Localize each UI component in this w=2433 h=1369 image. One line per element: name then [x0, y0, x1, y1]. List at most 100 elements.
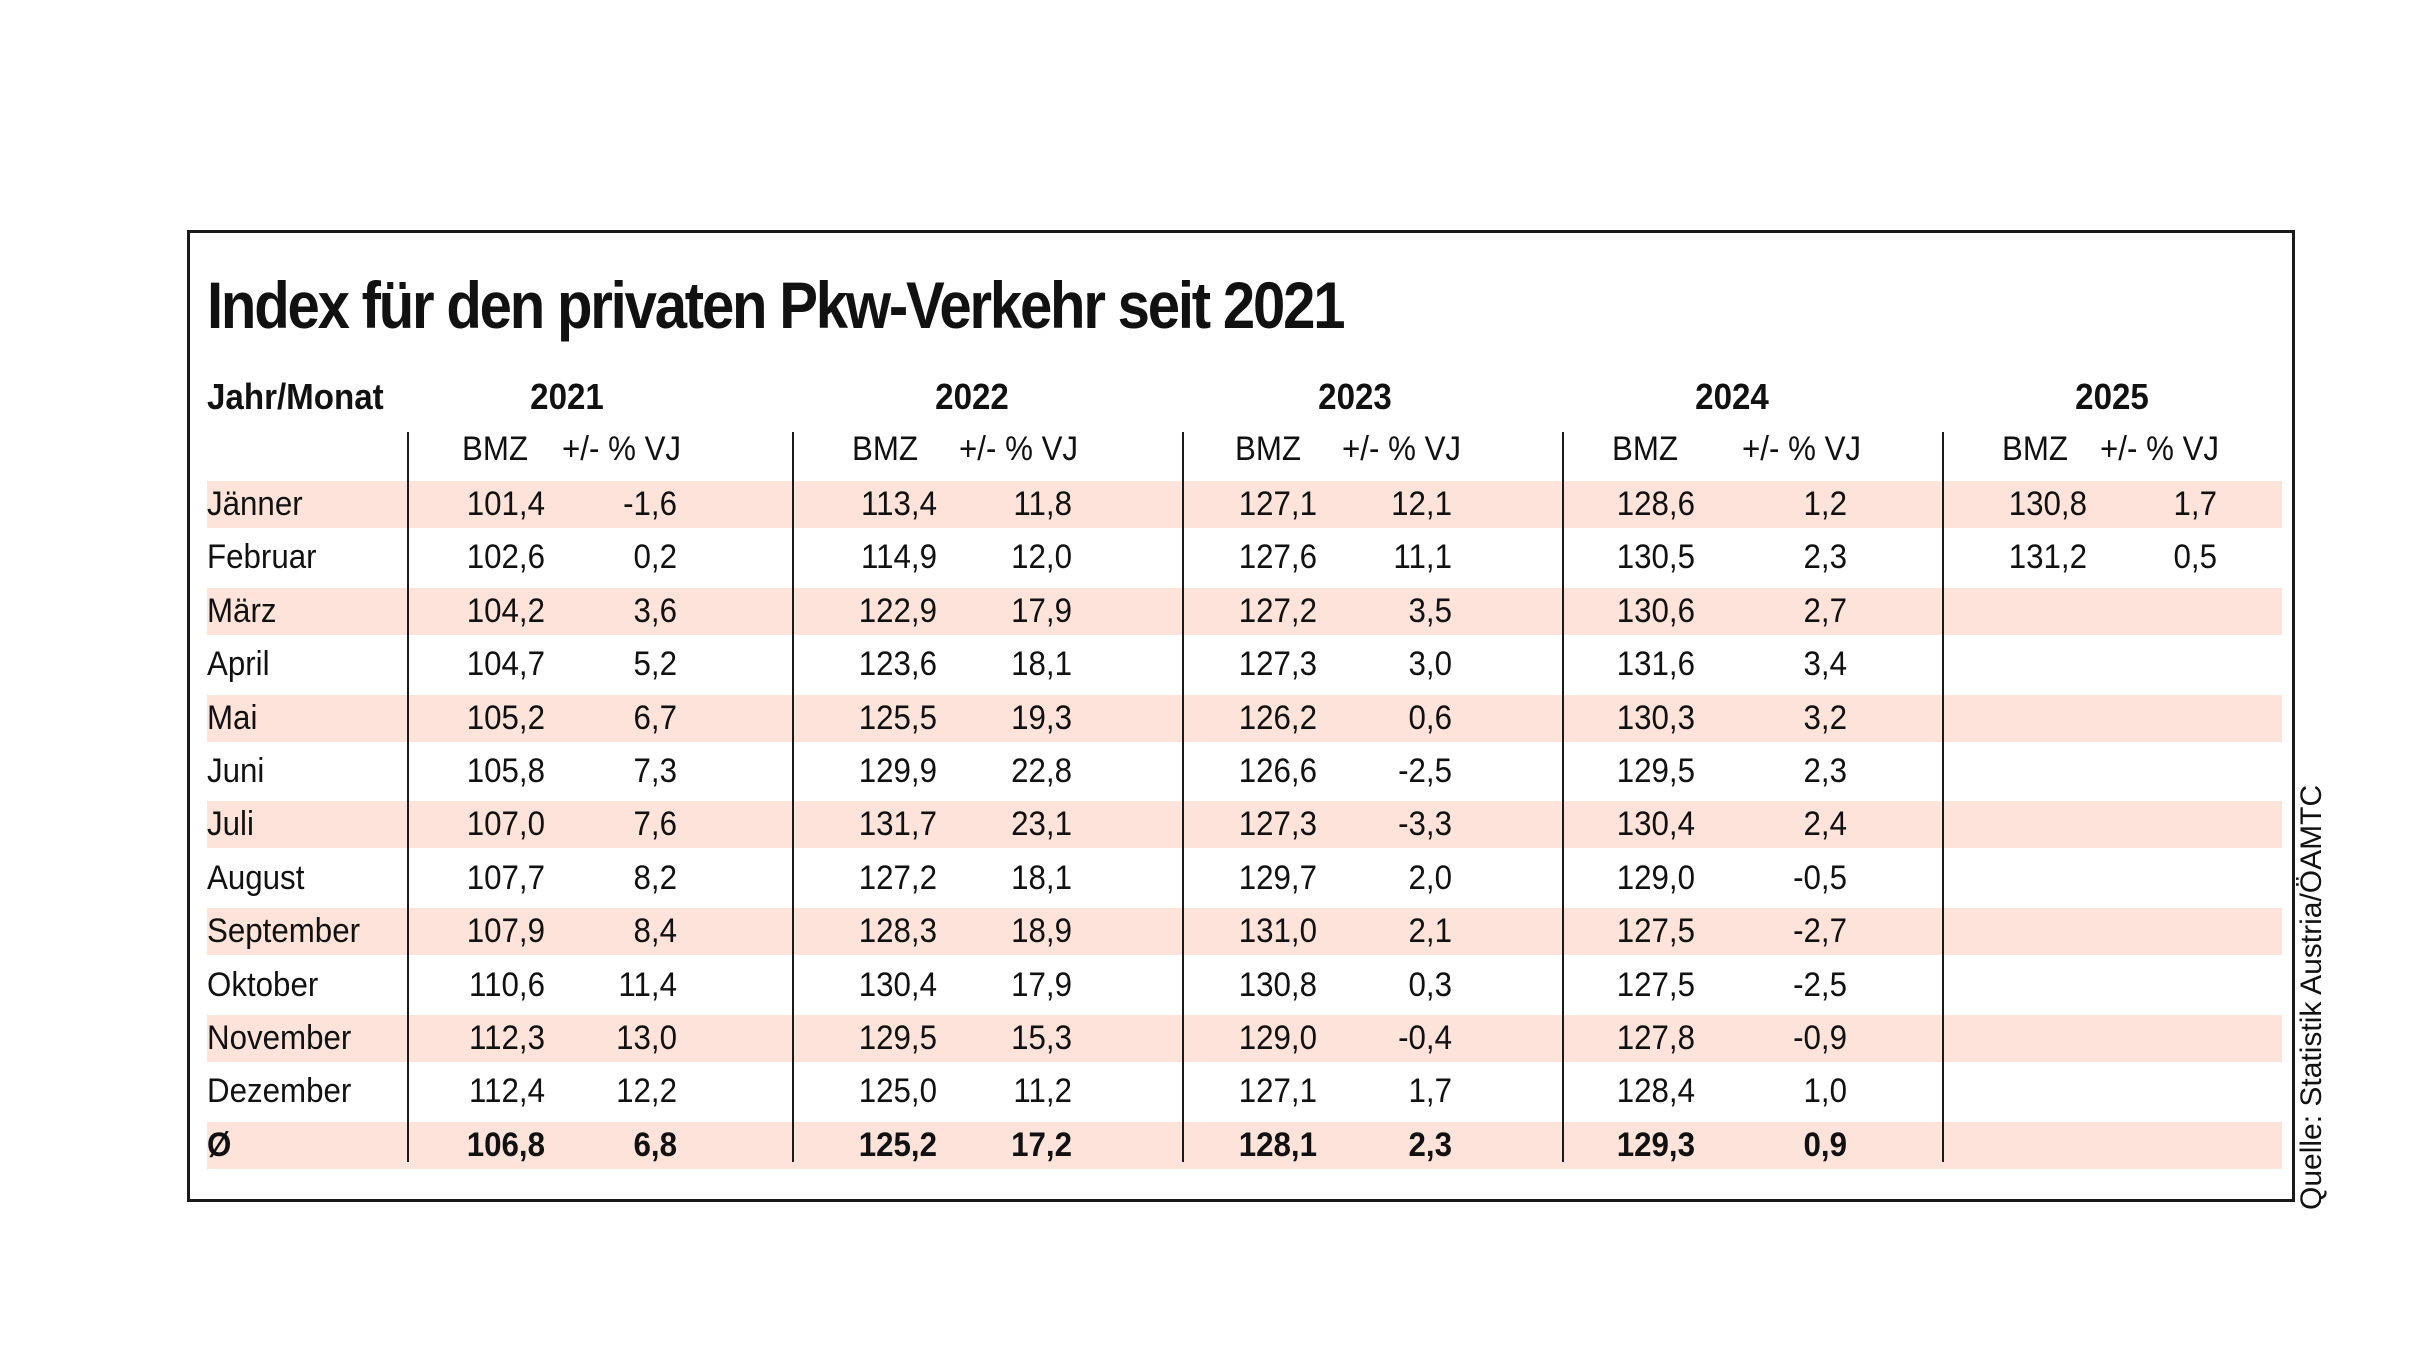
- subheader-bmz: BMZ: [2002, 430, 2069, 468]
- cell-change: 0,9: [1803, 1125, 1847, 1164]
- cell-bmz: 104,7: [466, 645, 545, 684]
- cell-change: 1,7: [1408, 1072, 1452, 1111]
- row-label: Dezember: [207, 1072, 352, 1111]
- cell-change: 13,0: [616, 1019, 677, 1057]
- cell-bmz: 130,3: [1616, 698, 1695, 737]
- cell-bmz: 129,5: [1616, 752, 1695, 790]
- cell-change: 7,6: [633, 805, 677, 844]
- cell-change: 1,2: [1803, 485, 1847, 523]
- cell-bmz: 129,0: [1238, 1019, 1317, 1057]
- cell-bmz: 129,0: [1616, 858, 1695, 897]
- subheader-bmz: BMZ: [852, 430, 919, 468]
- page-title: Index für den privaten Pkw-Verkehr seit …: [207, 268, 1346, 342]
- cell-change: -2,5: [1398, 752, 1452, 790]
- cell-change: 19,3: [1011, 698, 1072, 737]
- column-separator: [407, 432, 409, 1162]
- row-label: November: [207, 1019, 352, 1057]
- cell-bmz: 128,3: [858, 912, 937, 951]
- cell-bmz: 131,2: [2008, 538, 2087, 577]
- subheader-change: +/- % VJ: [1342, 430, 1462, 468]
- cell-change: -2,7: [1793, 912, 1847, 951]
- cell-change: 15,3: [1011, 1019, 1072, 1057]
- cell-bmz: 131,6: [1616, 645, 1695, 684]
- cell-bmz: 130,4: [858, 965, 937, 1004]
- cell-change: -0,9: [1793, 1019, 1847, 1057]
- column-separator: [792, 432, 794, 1162]
- cell-change: 17,9: [1011, 965, 1072, 1004]
- subheader-change: +/- % VJ: [959, 430, 1079, 468]
- cell-bmz: 130,5: [1616, 538, 1695, 577]
- cell-change: -0,4: [1398, 1019, 1452, 1057]
- cell-bmz: 127,2: [1238, 591, 1317, 630]
- row-label: Oktober: [207, 965, 319, 1004]
- column-separator: [1562, 432, 1564, 1162]
- cell-change: 3,2: [1803, 698, 1847, 737]
- row-label: März: [207, 591, 277, 630]
- cell-bmz: 131,7: [858, 805, 937, 844]
- subheader-bmz: BMZ: [462, 430, 529, 468]
- header-row-label: Jahr/Monat: [207, 376, 384, 417]
- cell-change: 22,8: [1011, 752, 1072, 790]
- cell-change: 23,1: [1011, 805, 1072, 844]
- cell-bmz: 127,3: [1238, 645, 1317, 684]
- column-separator: [1182, 432, 1184, 1162]
- cell-change: 3,6: [633, 591, 677, 630]
- cell-change: 18,9: [1011, 912, 1072, 951]
- subheader-change: +/- % VJ: [562, 430, 682, 468]
- cell-bmz: 107,9: [466, 912, 545, 951]
- cell-change: 12,0: [1011, 538, 1072, 577]
- row-band: [207, 1015, 2282, 1062]
- cell-bmz: 110,6: [469, 965, 545, 1004]
- cell-change: 2,7: [1803, 591, 1847, 630]
- row-label: April: [207, 645, 270, 684]
- row-band: [207, 1121, 2282, 1169]
- cell-change: 0,6: [1408, 698, 1452, 737]
- cell-bmz: 130,8: [2008, 485, 2087, 523]
- cell-bmz: 126,2: [1238, 698, 1317, 737]
- cell-change: -2,5: [1793, 965, 1847, 1004]
- cell-change: 11,8: [1013, 485, 1072, 523]
- cell-bmz: 106,8: [466, 1125, 545, 1164]
- source-note: Quelle: Statistik Austria/ÖAMTC: [2295, 784, 2328, 1210]
- cell-change: 3,4: [1803, 645, 1847, 684]
- cell-bmz: 105,8: [466, 752, 545, 790]
- year-header: 2024: [1695, 376, 1769, 417]
- cell-change: 12,2: [616, 1072, 677, 1111]
- cell-change: 11,2: [1013, 1072, 1072, 1111]
- cell-change: 8,4: [633, 912, 677, 951]
- cell-change: 1,7: [2173, 485, 2217, 523]
- year-header: 2025: [2075, 376, 2149, 417]
- cell-bmz: 130,8: [1238, 965, 1317, 1004]
- cell-change: -3,3: [1398, 805, 1452, 844]
- cell-bmz: 112,4: [469, 1072, 545, 1111]
- cell-bmz: 127,6: [1238, 538, 1317, 577]
- cell-change: 18,1: [1011, 645, 1072, 684]
- row-label: September: [207, 912, 361, 951]
- cell-bmz: 114,9: [861, 538, 937, 577]
- cell-change: 17,2: [1011, 1125, 1072, 1164]
- row-label: Mai: [207, 698, 258, 737]
- row-band: [207, 801, 2282, 849]
- cell-change: 6,7: [633, 698, 677, 737]
- cell-bmz: 130,4: [1616, 805, 1695, 844]
- cell-bmz: 123,6: [858, 645, 937, 684]
- cell-bmz: 129,5: [858, 1019, 937, 1057]
- cell-change: 11,4: [618, 965, 677, 1004]
- row-label: Juli: [207, 805, 254, 844]
- cell-change: 0,3: [1408, 965, 1452, 1004]
- cell-bmz: 129,9: [858, 752, 937, 790]
- cell-bmz: 113,4: [861, 485, 937, 523]
- cell-bmz: 127,1: [1238, 1072, 1317, 1111]
- year-header: 2021: [530, 376, 604, 417]
- cell-change: 2,3: [1803, 752, 1847, 790]
- cell-bmz: 105,2: [466, 698, 545, 737]
- year-header: 2022: [935, 376, 1009, 417]
- cell-change: 3,0: [1408, 645, 1452, 684]
- row-label: August: [207, 858, 305, 897]
- cell-bmz: 127,2: [858, 858, 937, 897]
- subheader-change: +/- % VJ: [1742, 430, 1862, 468]
- cell-change: 2,0: [1408, 858, 1452, 897]
- cell-change: 17,9: [1011, 591, 1072, 630]
- table-frame: [187, 230, 2295, 1202]
- cell-bmz: 104,2: [466, 591, 545, 630]
